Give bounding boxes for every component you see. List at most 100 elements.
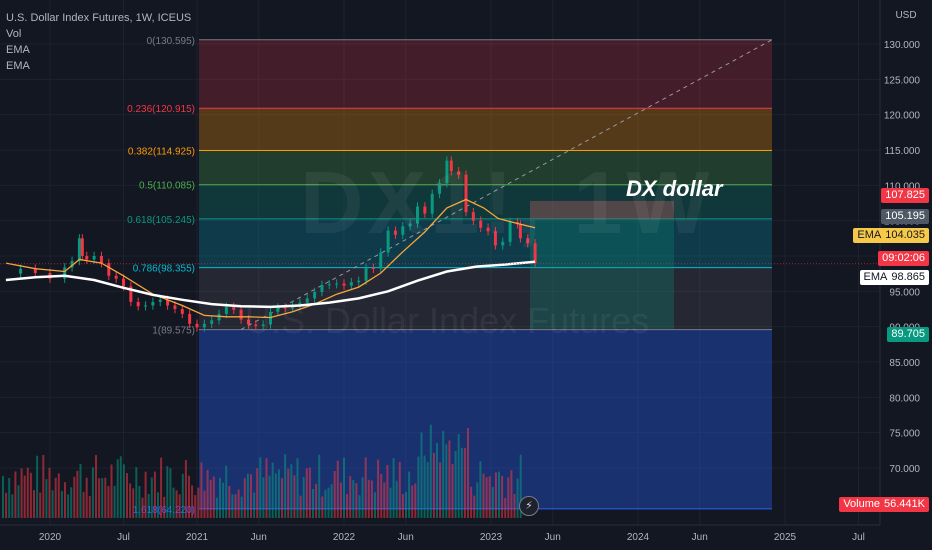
candle-body[interactable] [371, 268, 375, 270]
candle-body[interactable] [416, 206, 419, 224]
candle-body[interactable] [232, 306, 236, 310]
candle-body[interactable] [457, 171, 461, 175]
candle-body[interactable] [151, 301, 155, 306]
candle-body[interactable] [122, 278, 125, 287]
candle-body[interactable] [320, 284, 324, 293]
candle-body[interactable] [276, 307, 280, 312]
candle-body[interactable] [298, 302, 302, 306]
volume-bar [253, 492, 256, 518]
legend-ema-2[interactable]: EMA [6, 60, 30, 72]
volume-bar [184, 460, 187, 518]
candle-body[interactable] [479, 220, 483, 228]
trend-line[interactable] [240, 39, 773, 330]
candle-body[interactable] [33, 268, 37, 273]
candle-body[interactable] [508, 222, 512, 242]
candle-body[interactable] [19, 268, 23, 274]
price-tag-value[interactable]: 09:02:06 [878, 251, 929, 266]
candle-body[interactable] [158, 299, 162, 302]
candle-body[interactable] [423, 206, 427, 214]
volume-bar [315, 483, 318, 518]
price-tag-value[interactable]: 105.195 [881, 209, 929, 224]
candle-body[interactable] [246, 319, 250, 325]
candle-body[interactable] [188, 313, 192, 324]
volume-bar [64, 482, 66, 518]
volume-bar [141, 497, 144, 518]
legend-vol[interactable]: Vol [6, 28, 22, 40]
candle-body[interactable] [195, 323, 199, 328]
candle-body[interactable] [144, 305, 148, 307]
candle-body[interactable] [386, 230, 390, 253]
candle-body[interactable] [430, 193, 434, 214]
ema-fast-line[interactable] [5, 198, 536, 319]
candle-body[interactable] [99, 256, 103, 264]
candle-body[interactable] [364, 268, 368, 281]
candle-body[interactable] [166, 299, 170, 306]
candle-body[interactable] [77, 238, 81, 261]
candle-body[interactable] [493, 231, 497, 246]
candle-body[interactable] [202, 323, 206, 328]
candle-body[interactable] [80, 238, 84, 256]
candle-body[interactable] [136, 301, 140, 307]
candle-body[interactable] [471, 212, 475, 221]
candle-body[interactable] [349, 282, 353, 286]
volume-bar [510, 470, 513, 518]
candle-body[interactable] [217, 313, 221, 321]
price-tag-value[interactable]: 107.825 [881, 188, 929, 203]
legend-ema-1[interactable]: EMA [6, 44, 30, 56]
time-axis[interactable] [0, 525, 932, 550]
candle-body[interactable] [63, 267, 67, 279]
candle-body[interactable] [283, 307, 287, 309]
price-tag-value: 104.035 [885, 229, 925, 241]
volume-bar [467, 428, 469, 518]
candle-body[interactable] [533, 243, 537, 264]
candle-body[interactable] [486, 227, 490, 232]
y-tick-label: 110.000 [885, 181, 921, 192]
candle-body[interactable] [393, 230, 397, 235]
candle-body[interactable] [180, 309, 184, 314]
candle-body[interactable] [305, 298, 309, 303]
projection-box-lower[interactable] [530, 200, 674, 329]
price-tag-ema[interactable]: EMA 98.865 [859, 270, 929, 285]
candle-body[interactable] [379, 252, 383, 269]
candle-body[interactable] [526, 238, 530, 244]
fib-label-0.236: 0.236(120.915) [127, 104, 195, 115]
currency-label: USD [895, 10, 916, 21]
candle-body[interactable] [357, 280, 361, 283]
candle-body[interactable] [408, 223, 412, 227]
price-tag-volume[interactable]: Volume 56.441K [839, 497, 929, 512]
candle-body[interactable] [92, 256, 96, 260]
price-tag-value[interactable]: 89.705 [887, 327, 929, 342]
projection-box-upper[interactable] [530, 200, 674, 220]
candle-body[interactable] [173, 305, 177, 309]
candle-body[interactable] [518, 224, 522, 239]
candle-body[interactable] [239, 309, 243, 320]
volume-bar [448, 440, 451, 518]
ema-slow-line[interactable] [5, 260, 536, 309]
candle-body[interactable] [261, 324, 265, 326]
candle-body[interactable] [335, 283, 339, 285]
candle-body[interactable] [114, 275, 118, 279]
volume-bar [212, 476, 215, 518]
text-annotation[interactable]: DX dollar [626, 176, 723, 201]
candle-body[interactable] [445, 160, 449, 184]
candle-body[interactable] [449, 160, 453, 172]
candle-body[interactable] [107, 263, 111, 276]
lightning-icon[interactable]: ⚡ [519, 496, 539, 516]
candle-body[interactable] [313, 292, 317, 299]
volume-bar [519, 454, 522, 518]
candle-body[interactable] [501, 241, 505, 246]
candle-body[interactable] [327, 284, 331, 286]
candle-body[interactable] [224, 306, 228, 314]
candle-body[interactable] [342, 283, 346, 286]
candle-body[interactable] [401, 226, 405, 235]
candle-body[interactable] [85, 256, 89, 260]
candle-body[interactable] [129, 286, 133, 302]
candle-body[interactable] [210, 320, 214, 324]
price-tag-ema[interactable]: EMA 104.035 [853, 228, 929, 243]
candle-body[interactable] [254, 324, 258, 326]
candle-body[interactable] [269, 311, 272, 325]
candle-body[interactable] [438, 183, 442, 194]
legend-symbol[interactable]: U.S. Dollar Index Futures, 1W, ICEUS [6, 12, 192, 24]
candle-body[interactable] [464, 174, 468, 213]
